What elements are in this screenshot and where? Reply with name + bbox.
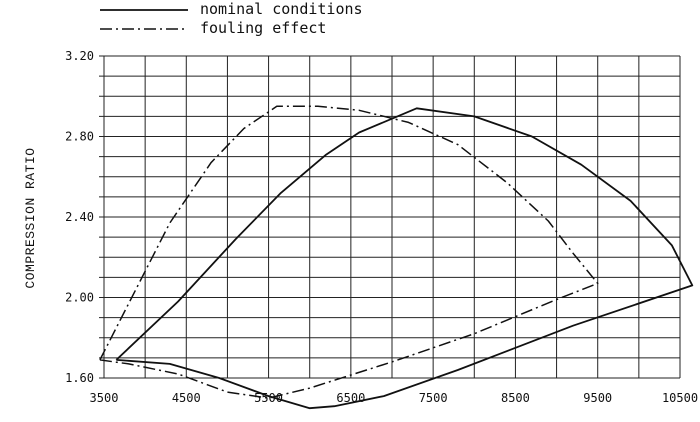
x-tick-label-2: 5500 bbox=[254, 391, 283, 405]
tick-labels: 3500 4500 5500 6500 7500 8500 9500 105001.602.0… bbox=[65, 49, 698, 405]
x-tick-label-4: 7500 bbox=[419, 391, 448, 405]
y-tick-label-2: 2.40 bbox=[65, 210, 94, 224]
series-line-nominal bbox=[115, 107, 694, 410]
x-tick-label-7: 10500 bbox=[662, 391, 698, 405]
y-tick-label-3: 2.80 bbox=[65, 130, 94, 144]
legend-label-fouling: fouling effect bbox=[200, 19, 326, 37]
series-line-fouling bbox=[99, 105, 599, 399]
y-tick-label-0: 1.60 bbox=[65, 371, 94, 385]
x-tick-label-0: 3500 bbox=[90, 391, 119, 405]
grid bbox=[99, 55, 681, 379]
x-tick-label-1: 4500 bbox=[172, 391, 201, 405]
legend-label-nominal: nominal conditions bbox=[200, 0, 363, 18]
y-tick-label-1: 2.00 bbox=[65, 291, 94, 305]
series bbox=[99, 105, 694, 410]
legend: nominal conditions fouling effect bbox=[100, 0, 363, 37]
y-tick-label-4: 3.20 bbox=[65, 49, 94, 63]
x-tick-label-5: 8500 bbox=[501, 391, 530, 405]
y-axis-label: COMPRESSION RATIO bbox=[23, 147, 38, 288]
x-tick-label-6: 9500 bbox=[583, 391, 612, 405]
